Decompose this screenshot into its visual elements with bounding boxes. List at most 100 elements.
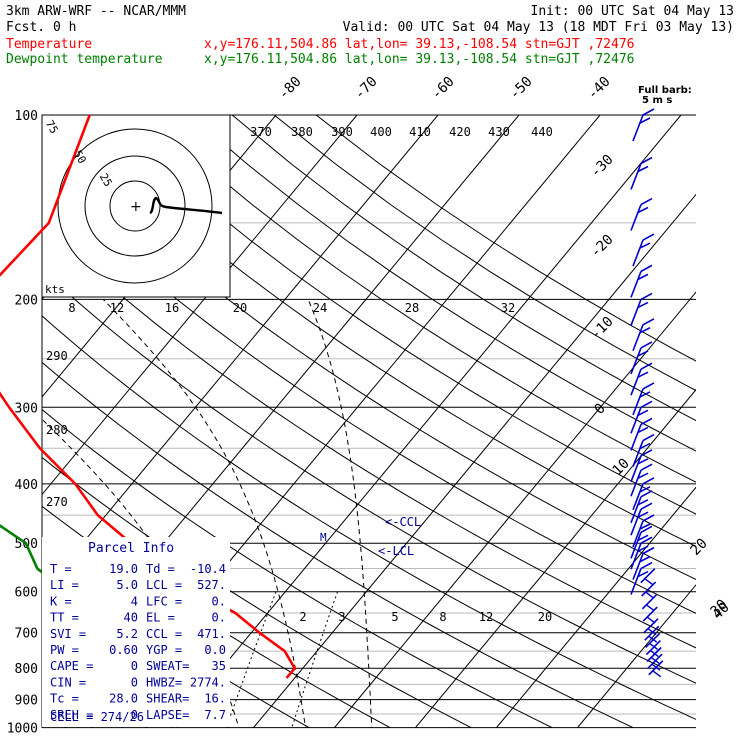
hodograph-units: kts (45, 283, 65, 296)
isotherm--30 (42, 115, 358, 496)
parcel-key: SHEAR= (146, 692, 189, 706)
theta-left-label-270: 270 (46, 495, 68, 509)
parcel-info-title: Parcel Info (88, 541, 174, 556)
hodograph-mean-marker: M (320, 531, 327, 544)
theta-label-400: 400 (370, 125, 392, 139)
dry-adiabat-390 (42, 134, 696, 581)
wind-barb-280 (632, 382, 655, 416)
parcel-key: SREH = (50, 708, 93, 722)
parcel-row: K = 4 LFC = 0. (50, 594, 226, 608)
theta-label-380: 380 (291, 125, 313, 139)
wind-barbs (630, 108, 664, 678)
hodograph-speed-labels: 8 12 16 20 24 28 32 (68, 301, 515, 315)
parcel-value: 0. (212, 594, 226, 608)
wind-barb-460 (632, 514, 655, 548)
hodo-speed-label-20: 20 (233, 301, 247, 315)
theta-label-420: 420 (449, 125, 471, 139)
hodo-speed-label-24: 24 (313, 301, 327, 315)
wind-barb-160 (632, 233, 655, 267)
pressure-label-800: 800 (15, 662, 38, 677)
dry-adiabat-400 (64, 115, 696, 547)
wind-barb-700 (643, 618, 659, 636)
wind-barb-400 (632, 477, 655, 511)
wind-barb-320 (630, 417, 653, 451)
wind-barb-720 (644, 625, 660, 643)
parcel-value: 471. (197, 627, 226, 641)
parcel-row: CIN = 0 HWBZ= 2774. (50, 675, 226, 689)
wind-barb-240 (630, 341, 653, 375)
parcel-value: 5.0 (116, 578, 138, 592)
parcel-key: TT = (50, 611, 79, 625)
mixing-ratio-label-8: 8 (439, 610, 446, 624)
isotherm-label-10: 10 (610, 456, 633, 479)
parcel-key: LCL = (146, 578, 182, 592)
parcel-key: Tc = (50, 692, 79, 706)
hodograph: + 75 50 25 kts (41, 114, 231, 298)
hodograph-frame (41, 114, 231, 298)
theta-label-390: 390 (331, 125, 353, 139)
model-title: 3km ARW-WRF -- NCAR/MMM (6, 4, 186, 19)
dry-adiabat-420 (148, 115, 696, 483)
pressure-label-600: 600 (15, 586, 38, 601)
hodo-speed-label-28: 28 (405, 301, 419, 315)
wind-barb-480 (630, 525, 653, 559)
isotherm-10 (171, 115, 682, 728)
wind-barb-550 (630, 561, 653, 595)
mixing-ratio-label-2: 2 (299, 610, 306, 624)
pressure-label-900: 900 (15, 694, 38, 709)
mixing-ratio-label-3: 3 (338, 610, 345, 624)
isotherm-label--50: -50 (507, 74, 536, 103)
wind-barb-380 (630, 463, 653, 497)
temperature-legend: Temperature (6, 37, 92, 52)
isotherm-label--20: -20 (588, 232, 617, 261)
parcel-key: LFC = (146, 594, 182, 608)
wind-barb-520 (632, 546, 655, 580)
parcel-key: SVI = (50, 627, 86, 641)
parcel-value: 0.60 (109, 643, 138, 657)
dry-adiabat-450 (273, 115, 696, 392)
parcel-row: SREH = 0 LAPSE= 7.7 (50, 708, 226, 722)
mixing-ratio-label-20: 20 (538, 610, 552, 624)
parcel-key: Td = (146, 562, 175, 576)
theta-left-label-280: 280 (46, 423, 68, 437)
parcel-value: 2774. (190, 675, 226, 689)
dewpoint-location: x,y=176.11,504.86 lat,lon= 39.13,-108.54… (204, 52, 634, 67)
pressure-label-100: 100 (15, 109, 38, 124)
moist-adiabat-28 (102, 299, 307, 728)
parcel-value: 527. (197, 578, 226, 592)
isotherm-20 (252, 193, 696, 728)
hodograph-ring-50 (84, 155, 186, 257)
theta-label-440: 440 (531, 125, 553, 139)
parcel-value: -10.4 (190, 562, 226, 576)
wind-barb-180 (630, 264, 653, 298)
forecast-hour: Fcst. 0 h (6, 20, 76, 35)
dry-adiabats (42, 115, 696, 728)
theta-label-430: 430 (488, 125, 510, 139)
parcel-value: 16. (204, 692, 226, 706)
moist-adiabat-36 (307, 299, 373, 728)
parcel-value: 5.2 (116, 627, 138, 641)
dry-adiabat-360 (42, 269, 696, 684)
isotherm-label--70: -70 (352, 74, 381, 103)
hodograph-origin-marker: + (130, 199, 142, 215)
parcel-key: CAPE = (50, 659, 93, 673)
wind-barb-580 (640, 568, 656, 586)
full-barb-legend: Full barb: (638, 85, 692, 96)
init-time: Init: 00 UTC Sat 04 May 13 (531, 4, 735, 19)
dewpoint-legend: Dewpoint temperature (6, 52, 163, 67)
dry-adiabat-380 (42, 178, 696, 614)
parcel-key: LAPSE= (146, 708, 189, 722)
pressure-label-700: 700 (15, 627, 38, 642)
mixing-ratio-20 (291, 591, 338, 728)
isotherm-label--30: -30 (588, 152, 617, 181)
isotherm-30 (333, 291, 696, 728)
parcel-key: EL = (146, 611, 175, 625)
parcel-key: YGP = (146, 643, 182, 657)
dry-adiabat-340 (42, 361, 636, 728)
lcl-marker: <-LCL (378, 544, 414, 558)
wind-barb-640 (641, 594, 657, 612)
parcel-row: SVI = 5.2 CCL = 471. (50, 627, 226, 641)
parcel-cell: CELL = 274/26 (50, 710, 144, 724)
parcel-row: TT = 40 EL = 0. (50, 611, 226, 625)
